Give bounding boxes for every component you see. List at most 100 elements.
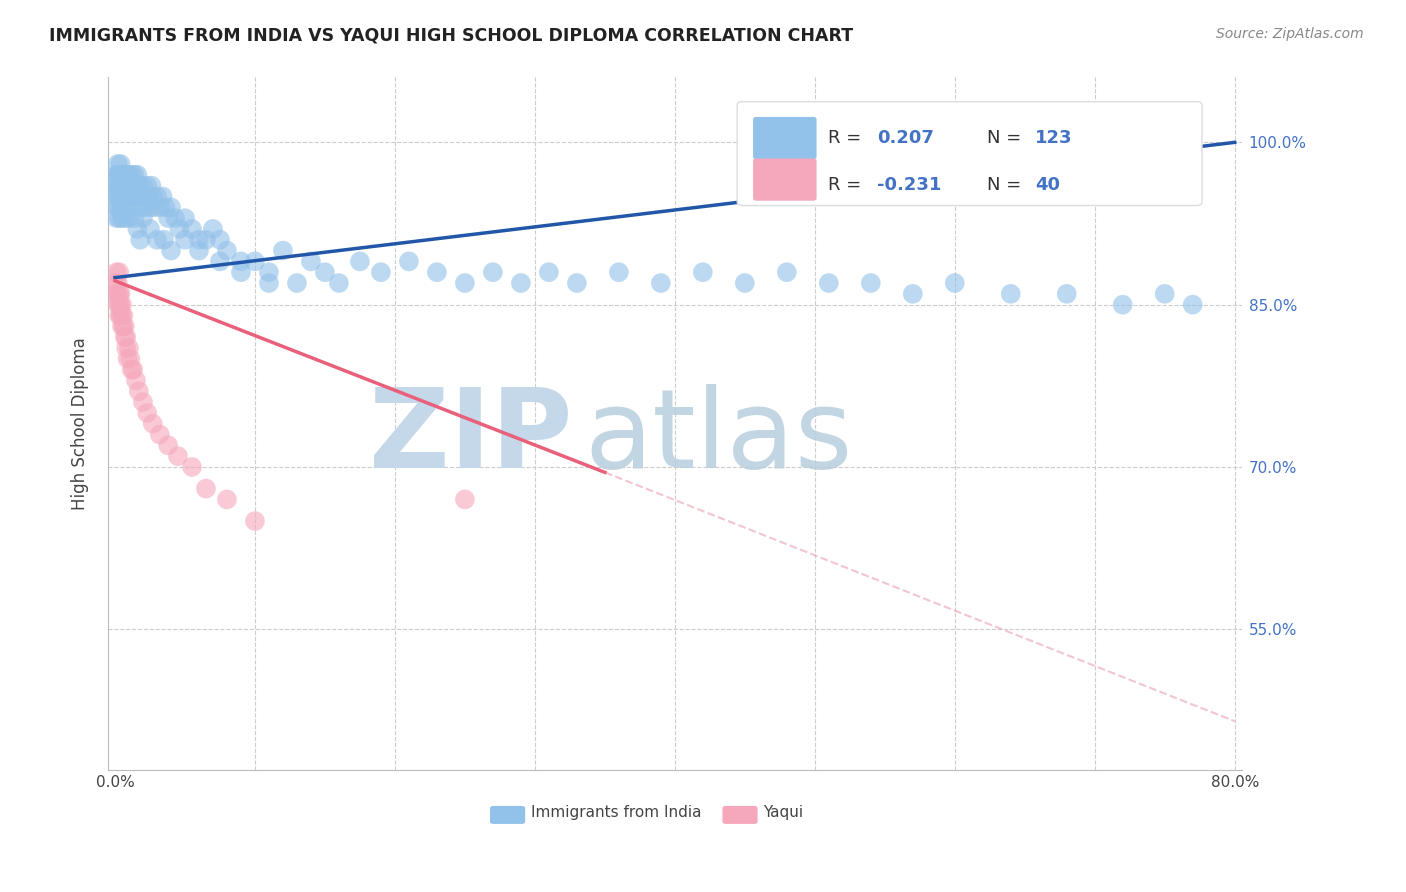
Point — [131, 200, 153, 214]
Point — [115, 178, 138, 193]
Point — [114, 189, 136, 203]
Point — [152, 189, 174, 203]
Point — [110, 168, 132, 182]
Point — [174, 211, 197, 226]
Point — [132, 395, 155, 409]
Point — [537, 265, 560, 279]
Point — [328, 276, 350, 290]
Point — [107, 168, 129, 182]
Point — [108, 168, 131, 182]
Point — [194, 233, 217, 247]
Point — [127, 222, 149, 236]
Point — [157, 211, 180, 226]
Point — [314, 265, 336, 279]
Point — [243, 514, 266, 528]
FancyBboxPatch shape — [754, 117, 817, 159]
Point — [692, 265, 714, 279]
Point — [157, 438, 180, 452]
Point — [370, 265, 392, 279]
Point — [108, 168, 131, 182]
Text: N =: N = — [987, 128, 1026, 146]
Point — [114, 330, 136, 344]
Text: atlas: atlas — [583, 384, 852, 491]
Point — [285, 276, 308, 290]
Point — [146, 233, 169, 247]
Point — [169, 222, 191, 236]
Point — [122, 178, 145, 193]
Point — [115, 200, 138, 214]
Point — [118, 168, 141, 182]
Point — [111, 319, 134, 334]
Point — [165, 211, 187, 226]
Point — [141, 178, 163, 193]
Point — [120, 351, 142, 366]
Point — [181, 459, 204, 474]
Point — [108, 265, 131, 279]
Point — [112, 178, 135, 193]
Point — [105, 178, 128, 193]
Point — [135, 200, 157, 214]
Point — [108, 309, 131, 323]
Point — [194, 482, 217, 496]
Point — [115, 330, 138, 344]
Point — [120, 189, 142, 203]
Point — [110, 309, 132, 323]
Point — [128, 384, 150, 399]
Y-axis label: High School Diploma: High School Diploma — [72, 337, 89, 510]
Point — [1000, 286, 1022, 301]
Point — [565, 276, 588, 290]
Point — [108, 189, 131, 203]
Point — [115, 341, 138, 355]
Point — [482, 265, 505, 279]
Point — [153, 233, 176, 247]
Point — [299, 254, 322, 268]
Point — [215, 492, 238, 507]
Point — [181, 222, 204, 236]
Point — [111, 309, 134, 323]
Point — [110, 178, 132, 193]
Text: Yaqui: Yaqui — [763, 805, 803, 820]
Point — [128, 178, 150, 193]
Point — [112, 168, 135, 182]
Point — [155, 200, 177, 214]
Text: Immigrants from India: Immigrants from India — [531, 805, 702, 820]
Point — [124, 211, 146, 226]
Text: N =: N = — [987, 176, 1026, 194]
Point — [125, 178, 148, 193]
Point — [426, 265, 449, 279]
Point — [817, 276, 839, 290]
Point — [122, 189, 145, 203]
Point — [110, 298, 132, 312]
Point — [142, 417, 165, 431]
Point — [607, 265, 630, 279]
Text: 40: 40 — [1035, 176, 1060, 194]
Point — [136, 406, 159, 420]
Point — [107, 200, 129, 214]
Point — [105, 265, 128, 279]
Point — [349, 254, 371, 268]
Point — [1056, 286, 1078, 301]
Point — [257, 276, 280, 290]
Point — [117, 168, 139, 182]
Point — [134, 189, 156, 203]
Text: IMMIGRANTS FROM INDIA VS YAQUI HIGH SCHOOL DIPLOMA CORRELATION CHART: IMMIGRANTS FROM INDIA VS YAQUI HIGH SCHO… — [49, 27, 853, 45]
Point — [107, 189, 129, 203]
FancyBboxPatch shape — [723, 805, 758, 824]
Point — [111, 178, 134, 193]
Point — [1181, 298, 1204, 312]
Point — [454, 276, 477, 290]
Point — [139, 200, 162, 214]
Point — [167, 449, 190, 463]
Point — [142, 189, 165, 203]
Point — [215, 244, 238, 258]
Point — [121, 168, 143, 182]
Point — [118, 341, 141, 355]
Text: 123: 123 — [1035, 128, 1073, 146]
Point — [188, 233, 211, 247]
Point — [108, 178, 131, 193]
Point — [111, 168, 134, 182]
FancyBboxPatch shape — [754, 159, 817, 201]
FancyBboxPatch shape — [737, 102, 1202, 205]
Text: ZIP: ZIP — [370, 384, 572, 491]
Point — [107, 276, 129, 290]
